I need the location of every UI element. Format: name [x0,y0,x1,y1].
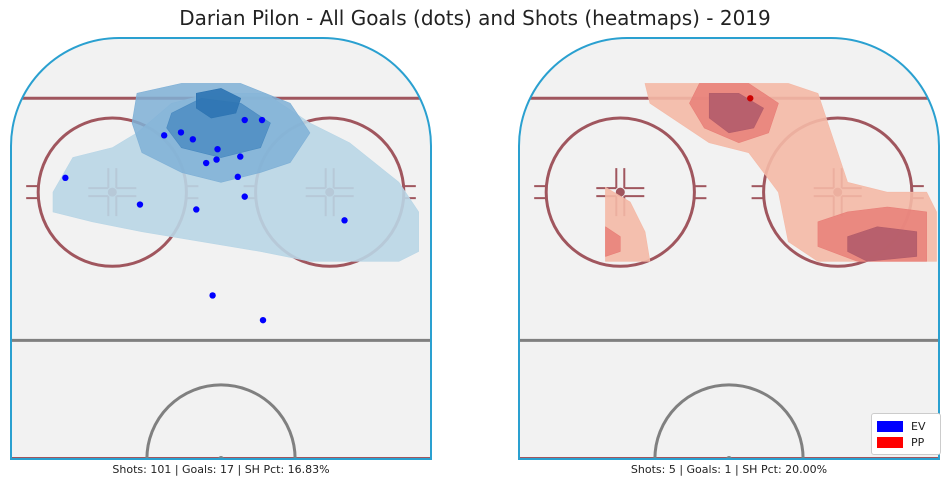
goal-dot-ev-0 [160,132,168,139]
goal-dot-ev-8 [214,145,221,153]
heatmap-pp [605,83,937,262]
goal-dot-ev-15 [209,292,216,299]
goal-dot-ev-16 [259,316,267,324]
heatmap-level-4-pp [605,226,621,257]
chart-title: Darian Pilon - All Goals (dots) and Shot… [179,6,771,30]
legend-label-ev: EV [911,419,926,433]
goal-dot-ev-14 [341,217,348,224]
goal-dot-ev-4 [234,173,241,181]
rink-panel-pp [518,37,940,460]
heatmap-level-5-pp [708,93,764,134]
legend-item-pp: PP [877,435,924,449]
rink-boards-pp [518,37,940,460]
center-circle-ev [145,383,297,459]
heatmap-level-3-ev [195,88,242,119]
legend-item-ev: EV [877,419,925,433]
goal-dot-ev-6 [241,116,248,124]
goal-dot-ev-10 [202,159,210,167]
faceoff-dot-left-pp [615,187,625,197]
center-dot-ev [218,456,224,459]
rink-panel-ev [10,37,432,460]
goal-dot-ev-9 [213,156,220,163]
caption-ev: Shots: 101 | Goals: 17 | SH Pct: 16.83% [112,463,330,476]
legend-swatch-pp [877,436,903,448]
goal-dot-ev-5 [241,193,248,200]
goal-dots-pp [747,95,754,102]
goal-dots-ev [62,116,348,324]
goal-dot-ev-11 [62,174,69,182]
center-dot-pp [726,456,732,459]
goal-dot-pp-0 [747,95,754,102]
goal-dot-ev-3 [237,153,244,160]
heatmap-level-6-pp [847,226,918,262]
faceoff-circle-left-pp [544,116,696,268]
goal-dot-ev-7 [258,116,266,124]
rink-markings-pp [519,83,939,459]
legend-swatch-ev [877,420,903,432]
center-circle-pp [653,383,805,459]
legend-label-pp: PP [911,435,925,449]
goal-dot-ev-12 [136,201,144,208]
rink-boards-ev [10,37,432,460]
goal-dot-ev-13 [193,206,200,213]
goal-dot-ev-2 [189,136,197,143]
legend: EV PP [871,413,941,455]
caption-pp: Shots: 5 | Goals: 1 | SH Pct: 20.00% [630,463,828,476]
goal-dot-ev-1 [177,129,185,136]
